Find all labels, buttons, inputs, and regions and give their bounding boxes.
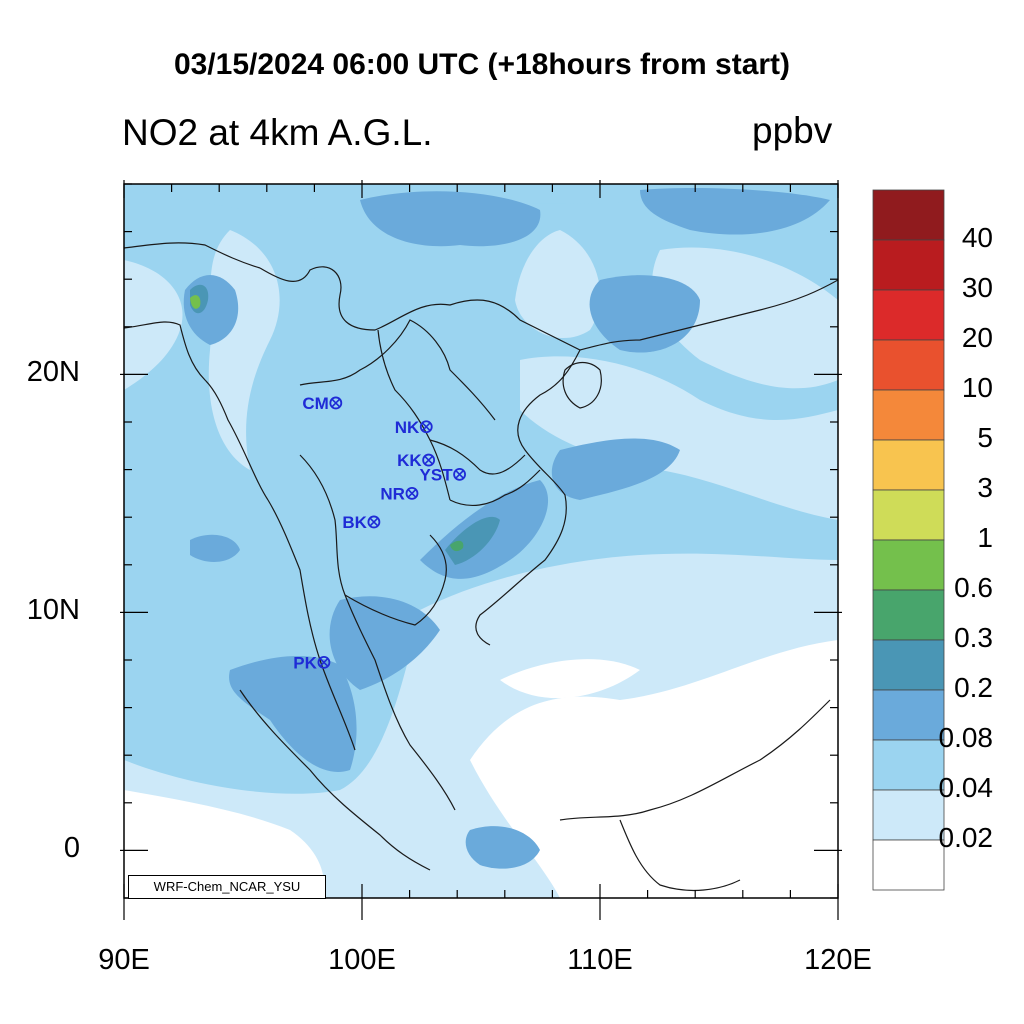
colorbar-label: 20: [961, 322, 993, 353]
plot-frame: [123, 183, 839, 899]
station-bk: BK: [342, 513, 381, 532]
colorbar-label: 0.2: [954, 672, 993, 703]
colorbar-swatch: [872, 639, 945, 691]
station-marker-icon: [453, 467, 466, 481]
colorbar-swatch: [872, 189, 945, 241]
station-nk: NK: [395, 418, 433, 437]
variable-label: NO2 at 4km A.G.L.: [122, 112, 433, 153]
x-tick-label: 100E: [328, 944, 396, 976]
station-nr: NR: [380, 484, 419, 503]
colorbar-label: 1: [977, 522, 993, 553]
model-credit: WRF-Chem_NCAR_YSU: [128, 875, 326, 899]
station-label: KK: [397, 451, 422, 470]
colorbar-label: 5: [977, 422, 993, 453]
station-label: YST: [420, 465, 454, 484]
x-tick-label: 90E: [98, 944, 150, 976]
x-tick-label: 110E: [567, 944, 633, 976]
station-pk: PK: [293, 653, 331, 672]
colorbar-label: 3: [977, 472, 993, 503]
station-yst: YST: [420, 465, 466, 484]
station-label: CM: [302, 394, 328, 413]
station-marker-icon: [317, 655, 331, 669]
colorbar-swatch: [872, 539, 945, 591]
colorbar-swatch: [872, 389, 945, 441]
colorbar-swatch: [872, 439, 945, 491]
y-tick-label: 0: [63, 832, 80, 865]
x-tick-label: 120E: [804, 944, 872, 976]
station-label: NR: [380, 484, 405, 503]
colorbar-label: 0.08: [938, 722, 994, 753]
colorbar-swatch: [872, 839, 945, 891]
station-label: NK: [395, 418, 420, 437]
colorbar-label: 0.02: [938, 822, 994, 853]
colorbar-swatch: [872, 689, 945, 741]
station-label: BK: [342, 513, 367, 532]
station-cm: CM: [302, 394, 343, 413]
colorbar-label: 0.04: [938, 772, 994, 803]
station-marker-icon: [422, 453, 436, 467]
colorbar-label: 40: [961, 222, 993, 253]
station-label: PK: [293, 653, 317, 672]
colorbar-label: 0.6: [954, 572, 993, 603]
station-marker-icon: [329, 396, 343, 410]
station-marker-icon: [367, 515, 381, 529]
colorbar-label: 0.3: [954, 622, 993, 653]
y-tick-label: 20N: [26, 356, 80, 389]
coastline-layer: [124, 242, 838, 892]
no2-field: [124, 184, 838, 898]
colorbar-swatch: [872, 239, 945, 291]
colorbar-swatch: [872, 739, 945, 791]
colorbar-swatch: [872, 489, 945, 541]
colorbar: [872, 189, 945, 891]
colorbar-swatch: [872, 289, 945, 341]
colorbar-label: 10: [961, 372, 993, 403]
map-title: 03/15/2024 06:00 UTC (+18hours from star…: [173, 48, 791, 81]
units-label: ppbv: [752, 110, 833, 151]
station-kk: KK: [397, 451, 436, 470]
colorbar-label: 30: [961, 272, 993, 303]
station-marker-icon: [419, 420, 433, 434]
y-tick-label: 10N: [26, 594, 80, 627]
station-marker-icon: [405, 486, 419, 500]
